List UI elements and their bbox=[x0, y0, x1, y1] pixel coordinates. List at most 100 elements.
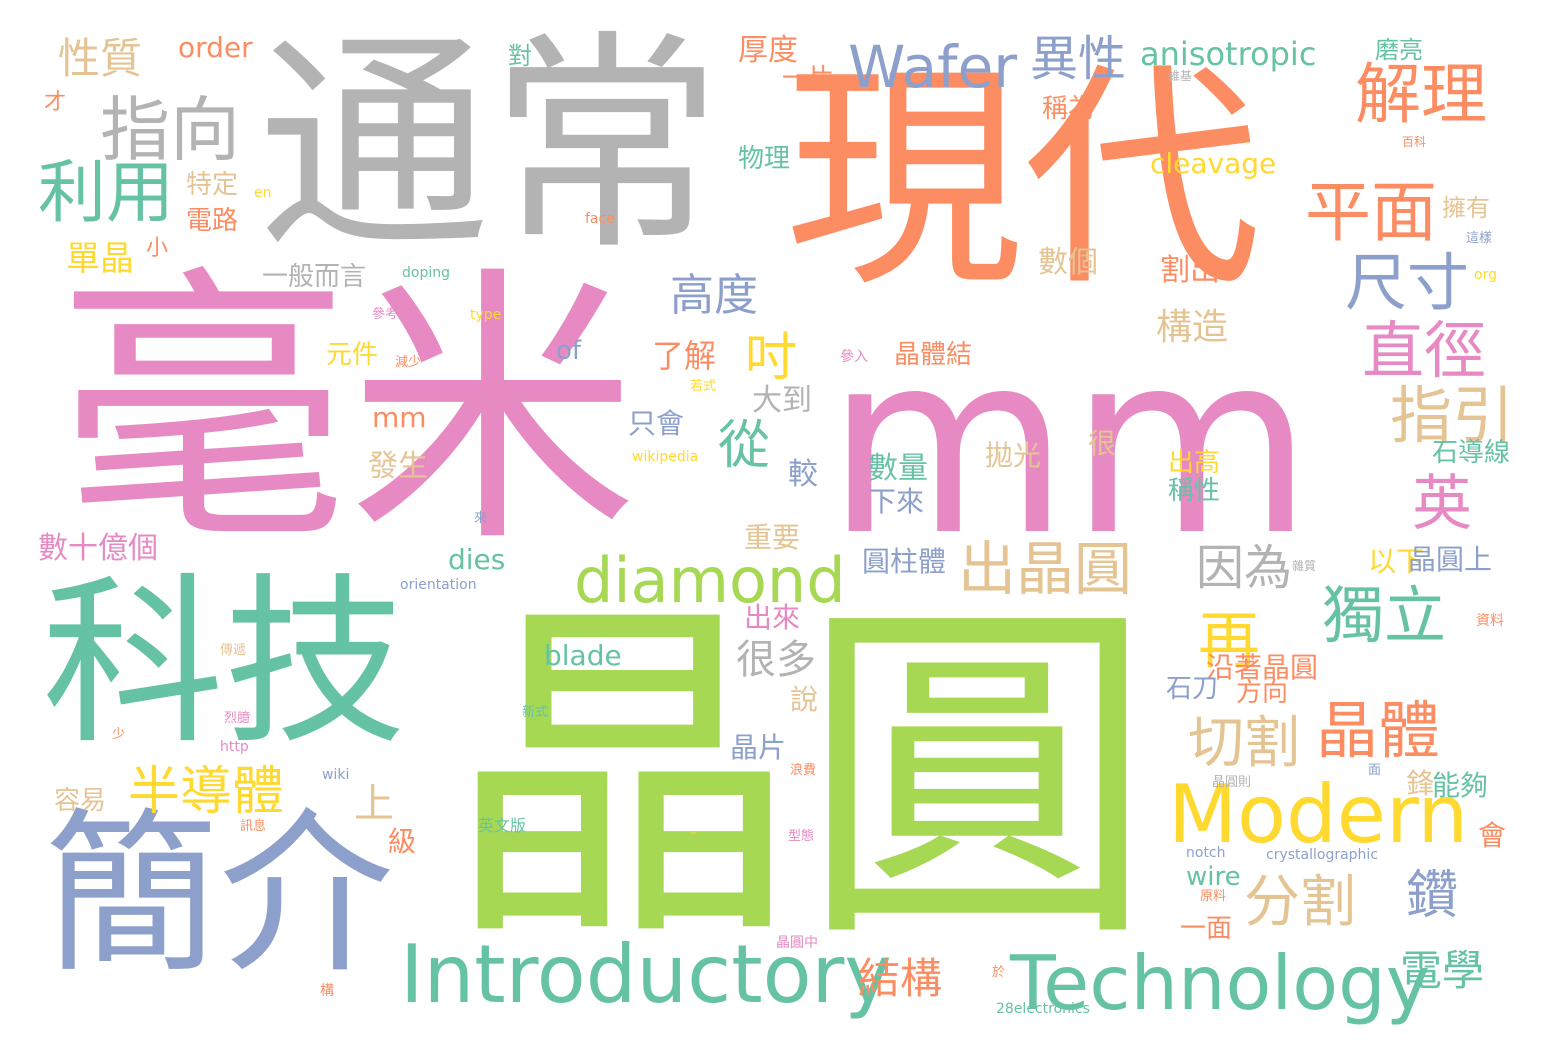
word-crystallographic: crystallographic bbox=[1266, 847, 1379, 863]
word-liaojie: 了解 bbox=[652, 337, 717, 375]
word-yingwenban: 英文版 bbox=[478, 816, 527, 835]
word-hui: 會 bbox=[1478, 819, 1507, 852]
word-zuan: 鑽 bbox=[1406, 866, 1459, 926]
word-wire: wire bbox=[1186, 862, 1241, 892]
word-jiegou: 結構 bbox=[858, 954, 943, 1003]
word-wafer: Wafer bbox=[848, 33, 1018, 101]
word-wuli: 物理 bbox=[738, 144, 791, 174]
word-fasheng: 發生 bbox=[368, 449, 428, 484]
word-shao: 少 bbox=[112, 727, 126, 742]
word-xunxi: 訊息 bbox=[240, 819, 267, 834]
word-org: org bbox=[1474, 267, 1497, 283]
word-gechu: 割出 bbox=[1160, 253, 1220, 288]
word-xinshi: 新式 bbox=[522, 705, 549, 720]
word-dui: 對 bbox=[508, 42, 532, 70]
word-xingzhi: 性質 bbox=[58, 34, 143, 83]
word-yu: 於 bbox=[992, 965, 1006, 980]
word-yuanzhuti: 圓柱體 bbox=[862, 545, 947, 578]
word-chujingyuan: 出晶圓 bbox=[958, 535, 1133, 603]
word-jingyuan: 晶圓 bbox=[445, 570, 1155, 984]
word-pingmian: 平面 bbox=[1305, 174, 1437, 251]
word-ying: 英 bbox=[1412, 469, 1472, 539]
word-keji: 科技 bbox=[42, 557, 406, 769]
word-gouzao: 構造 bbox=[1156, 307, 1229, 348]
word-baike: 百科 bbox=[1402, 135, 1427, 149]
word-en: en bbox=[254, 185, 272, 201]
word-ziliao: 資料 bbox=[1476, 613, 1504, 629]
word-28electronics: 28electronics bbox=[996, 1001, 1090, 1017]
word-yibanersan: 一般而言 bbox=[262, 262, 367, 292]
word-xiandai: 現代 bbox=[785, 42, 1261, 319]
word-doping: doping bbox=[402, 265, 450, 281]
word-mian: 面 bbox=[1368, 763, 1382, 778]
word-cai: 才 bbox=[44, 90, 67, 115]
word-shuo: 說 bbox=[790, 683, 819, 716]
word-order: order bbox=[178, 31, 253, 64]
word-jingyuanshang: 晶圓上 bbox=[1408, 543, 1493, 576]
word-zai: 再 bbox=[1198, 604, 1261, 677]
word-duli: 獨立 bbox=[1322, 579, 1447, 652]
word-jieli: 解理 bbox=[1355, 56, 1487, 133]
word-shushiyige: 數十億個 bbox=[38, 531, 158, 566]
word-wiki: wiki bbox=[322, 767, 350, 783]
word-jingyuanze: 晶圓則 bbox=[1212, 775, 1252, 790]
word-fangxiang: 方向 bbox=[1236, 678, 1289, 708]
word-xingtai: 型態 bbox=[788, 829, 815, 844]
word-yanzhe: 沿著晶圓 bbox=[1206, 651, 1319, 684]
word-chugao: 出高 bbox=[1168, 448, 1221, 478]
word-xialai: 下來 bbox=[868, 485, 925, 518]
word-lai: 來 bbox=[474, 511, 488, 526]
word-weiji: 維基 bbox=[1168, 69, 1193, 83]
word-bandaoti: 半導體 bbox=[128, 762, 285, 822]
word-jingtijie: 晶體結 bbox=[894, 340, 973, 370]
word-yimian: 一面 bbox=[1180, 914, 1233, 944]
word-fenge: 分割 bbox=[1244, 870, 1356, 935]
word-chengwei: 稱為 bbox=[1042, 94, 1095, 124]
word-gou: 構 bbox=[320, 983, 334, 999]
word-cun: 吋 bbox=[745, 328, 798, 388]
word-teding: 特定 bbox=[186, 170, 239, 200]
word-yuanliao: 原料 bbox=[1200, 889, 1227, 904]
word-orientation: orientation bbox=[400, 577, 477, 593]
word-yixia: 以下 bbox=[1368, 545, 1425, 578]
word-hen: 很 bbox=[1088, 427, 1117, 460]
word-yuanjian: 元件 bbox=[326, 340, 379, 370]
word-zhixiang: 指向 bbox=[100, 89, 240, 171]
word-nenggou: 能夠 bbox=[1432, 769, 1489, 802]
word-shidao: 石刀 bbox=[1166, 674, 1219, 704]
word-cleavage: cleavage bbox=[1150, 147, 1277, 180]
word-shang: 上 bbox=[354, 781, 394, 827]
word-cankao: 參考 bbox=[372, 307, 399, 322]
word-jingyuanzhong: 晶圓中 bbox=[776, 935, 818, 951]
word-pao: 拋光 bbox=[985, 439, 1042, 472]
word-gaodu: 高度 bbox=[670, 270, 758, 321]
word-dash: – bbox=[690, 825, 697, 841]
word-chicun: 尺寸 bbox=[1345, 246, 1470, 319]
word-dianxue: 電學 bbox=[1400, 946, 1485, 995]
word-ruoshi: 若式 bbox=[690, 379, 717, 394]
word-diamond: diamond bbox=[574, 544, 846, 617]
word-chuandi: 傳遞 bbox=[220, 643, 247, 658]
word-yongyou: 擁有 bbox=[1442, 194, 1490, 222]
word-modern: Modern bbox=[1168, 768, 1469, 861]
word-dadao: 大到 bbox=[752, 383, 812, 418]
word-canru: 參入 bbox=[840, 349, 868, 365]
word-blade: blade bbox=[544, 639, 622, 672]
word-zhongyao: 重要 bbox=[744, 521, 801, 554]
word-jingti: 晶體 bbox=[1316, 694, 1441, 767]
word-zheyang: 這樣 bbox=[1466, 231, 1493, 246]
word-lietiao: 烈臆 bbox=[224, 711, 251, 726]
word-xiao: 小 bbox=[146, 236, 169, 261]
word-yinwei: 因為 bbox=[1196, 540, 1293, 596]
word-henduo: 很多 bbox=[736, 637, 816, 683]
word-yixing: 異性 bbox=[1030, 31, 1127, 87]
word-tongchang: 通常 bbox=[258, 11, 723, 281]
word-technology: Technology bbox=[1010, 939, 1431, 1027]
word-zhiyin: 指引 bbox=[1390, 379, 1515, 452]
word-jiao: 較 bbox=[788, 457, 818, 492]
word-jianjie: 簡介 bbox=[44, 794, 394, 997]
word-haomi: 毫米 bbox=[58, 244, 638, 581]
word-wikipedia: wikipedia bbox=[632, 449, 699, 465]
word-type: type bbox=[470, 307, 502, 323]
